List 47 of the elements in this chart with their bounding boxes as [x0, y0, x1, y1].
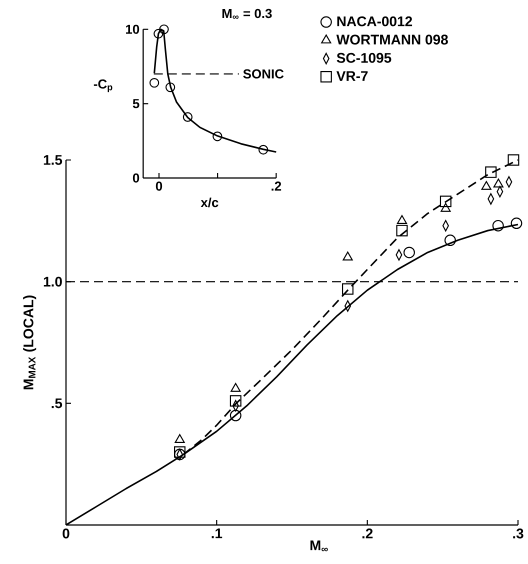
x-axis-title: x/c [200, 198, 218, 208]
point [159, 24, 169, 34]
point [174, 434, 185, 443]
x-tick-label: .1 [212, 528, 222, 538]
point [230, 395, 242, 407]
y-tick-label: 5 [132, 99, 140, 108]
x-tick-label: 0 [62, 528, 70, 538]
legend-label: NACA-0012 [337, 16, 412, 26]
y-tick-label: 1.0 [44, 276, 62, 287]
point [508, 154, 520, 166]
point [403, 246, 415, 258]
point [342, 252, 353, 260]
point [154, 28, 164, 39]
y-axis-title: -C$_{p}$ [94, 79, 112, 92]
y-tick-label: .5 [52, 398, 62, 408]
point [440, 196, 452, 208]
y-tick-label: 1.5 [44, 155, 62, 165]
legend-label: WORTMANN 098 [336, 34, 448, 45]
point [182, 112, 193, 122]
point [485, 166, 497, 178]
point [510, 218, 522, 230]
point [212, 132, 222, 142]
x-axis-title: M$_{∞}$ [310, 540, 328, 552]
y-tick-label: 10 [126, 24, 140, 34]
point [174, 446, 186, 458]
point [230, 382, 241, 392]
point [492, 220, 504, 232]
point [481, 181, 492, 190]
legend-label: SC-1095 [336, 52, 392, 63]
x-tick-label: .2 [272, 182, 282, 191]
point [149, 78, 160, 88]
x-tick-label: .3 [513, 528, 524, 538]
x-tick-label: .2 [362, 528, 373, 538]
point [396, 215, 408, 224]
point [165, 82, 176, 92]
point [342, 283, 354, 295]
point [396, 224, 408, 236]
legend-label: VR-7 [336, 71, 368, 81]
y-tick-label: 0 [132, 173, 140, 183]
point [440, 202, 451, 212]
chart-title: M$_{∞}$ = 0.3 [222, 8, 272, 19]
point [230, 410, 242, 422]
point [258, 144, 268, 155]
point [493, 178, 504, 188]
point [444, 234, 456, 246]
ref-line-label: SONIC [243, 69, 284, 79]
y-axis-title: M$_{MAX}$ (LOCAL) [23, 296, 36, 390]
